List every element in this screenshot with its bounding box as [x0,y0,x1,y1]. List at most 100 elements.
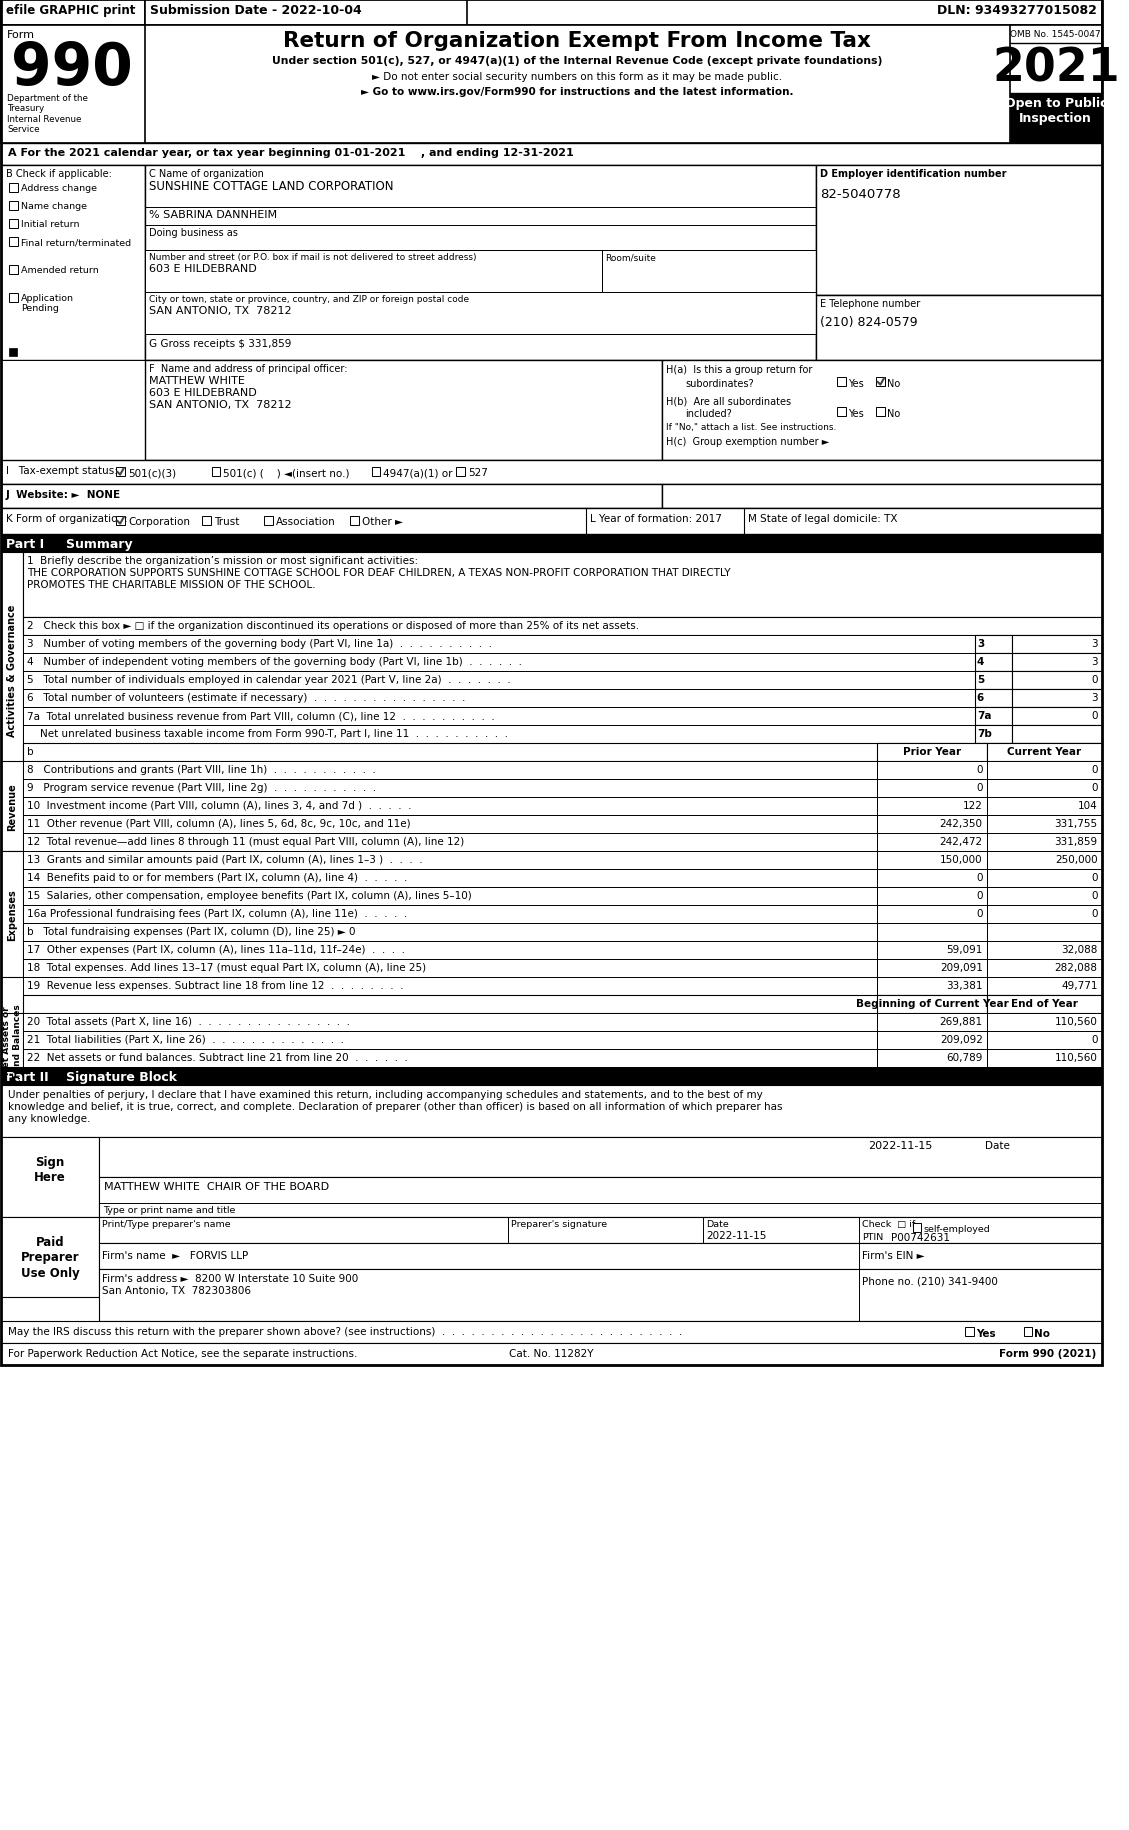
Text: 990: 990 [11,40,133,97]
Bar [1010,93,1102,145]
Text: B Check if applicable:: B Check if applicable: [6,168,112,179]
Bar [202,516,211,525]
Bar [23,833,877,851]
Text: L Year of formation: 2017: L Year of formation: 2017 [589,514,721,523]
Text: 20  Total assets (Part X, line 16)  .  .  .  .  .  .  .  .  .  .  .  .  .  .  . : 20 Total assets (Part X, line 16) . . . … [27,1016,350,1027]
Bar [23,924,877,941]
Text: 501(c) (    ) ◄(insert no.): 501(c) ( ) ◄(insert no.) [224,468,350,478]
Text: PROMOTES THE CHARITABLE MISSION OF THE SCHOOL.: PROMOTES THE CHARITABLE MISSION OF THE S… [27,580,316,589]
Bar [146,251,602,293]
Text: Net Assets or
Fund Balances: Net Assets or Fund Balances [2,1003,21,1078]
Text: Open to Public
Inspection: Open to Public Inspection [1005,97,1108,124]
Text: 9   Program service revenue (Part VIII, line 2g)  .  .  .  .  .  .  .  .  .  .  : 9 Program service revenue (Part VIII, li… [27,783,377,792]
Text: Cat. No. 11282Y: Cat. No. 11282Y [509,1349,593,1358]
Text: H(c)  Group exemption number ►: H(c) Group exemption number ► [666,437,829,447]
Text: subordinates?: subordinates? [685,379,754,388]
Bar [1,461,1102,485]
Bar [1,0,146,26]
Bar [987,924,1102,941]
Text: H(b)  Are all subordinates: H(b) Are all subordinates [666,395,791,406]
Text: 3   Number of voting members of the governing body (Part VI, line 1a)  .  .  .  : 3 Number of voting members of the govern… [27,639,492,648]
Bar [1,553,23,787]
Bar [146,0,467,26]
Text: 5: 5 [977,675,984,684]
Text: 3: 3 [977,639,984,648]
Text: ► Do not enter social security numbers on this form as it may be made public.: ► Do not enter social security numbers o… [373,71,782,82]
Text: 331,859: 331,859 [1054,836,1097,847]
Text: If "No," attach a list. See instructions.: If "No," attach a list. See instructions… [666,423,837,432]
Bar [1,1014,23,1067]
Text: Date: Date [706,1219,728,1228]
Text: 10  Investment income (Part VIII, column (A), lines 3, 4, and 7d )  .  .  .  .  : 10 Investment income (Part VIII, column … [27,800,412,811]
Text: Part I     Summary: Part I Summary [6,538,133,551]
Bar [975,690,1012,708]
Text: PTIN: PTIN [861,1232,883,1241]
Text: 269,881: 269,881 [939,1016,982,1027]
Text: 60,789: 60,789 [946,1052,982,1063]
Text: J  Website: ►  NONE: J Website: ► NONE [6,490,121,500]
Bar [98,1217,1102,1243]
Text: Yes: Yes [848,379,864,388]
Text: End of Year: End of Year [1010,999,1077,1008]
Bar [975,708,1012,727]
Text: % SABRINA DANNHEIM: % SABRINA DANNHEIM [149,210,278,220]
Text: Room/suite: Room/suite [605,253,656,262]
Bar [1012,672,1102,690]
Text: 282,088: 282,088 [1054,963,1097,972]
Text: 18  Total expenses. Add lines 13–17 (must equal Part IX, column (A), line 25): 18 Total expenses. Add lines 13–17 (must… [27,963,427,972]
Text: 2022-11-15: 2022-11-15 [868,1140,933,1151]
Bar [116,516,125,525]
Text: P00742631: P00742631 [891,1232,951,1243]
Bar [987,996,1102,1014]
Text: G Gross receipts $ 331,859: G Gross receipts $ 331,859 [149,339,291,350]
Text: b: b [27,747,34,756]
Text: Beginning of Current Year: Beginning of Current Year [856,999,1008,1008]
Bar [98,1243,1102,1270]
Text: included?: included? [685,408,733,419]
Text: 110,560: 110,560 [1054,1016,1097,1027]
Bar [1012,635,1102,653]
Text: OMB No. 1545-0047: OMB No. 1545-0047 [1010,29,1101,38]
Bar [975,672,1012,690]
Text: H(a)  Is this a group return for: H(a) Is this a group return for [666,364,812,375]
Bar [877,1032,987,1049]
Text: 4   Number of independent voting members of the governing body (Part VI, line 1b: 4 Number of independent voting members o… [27,657,523,666]
Text: 0: 0 [1092,783,1097,792]
Bar [602,251,816,293]
Text: 150,000: 150,000 [940,855,982,864]
Text: 0: 0 [1092,908,1097,919]
Text: 4: 4 [977,657,984,666]
Text: San Antonio, TX  782303806: San Antonio, TX 782303806 [102,1285,251,1296]
Bar [987,906,1102,924]
Bar [23,1049,877,1067]
Text: 104: 104 [1078,800,1097,811]
Text: 209,092: 209,092 [939,1034,982,1045]
Text: May the IRS discuss this return with the preparer shown above? (see instructions: May the IRS discuss this return with the… [8,1327,682,1336]
Text: 33,381: 33,381 [946,981,982,990]
Text: 2021: 2021 [992,46,1120,92]
Text: any knowledge.: any knowledge. [8,1113,90,1124]
Bar [146,167,816,361]
Bar [1012,653,1102,672]
Bar [9,201,18,210]
Text: 13  Grants and similar amounts paid (Part IX, column (A), lines 1–3 )  .  .  .  : 13 Grants and similar amounts paid (Part… [27,855,423,864]
Bar [877,1049,987,1067]
Text: 7b: 7b [977,728,991,739]
Text: 82-5040778: 82-5040778 [820,188,901,201]
Text: F  Name and address of principal officer:: F Name and address of principal officer: [149,364,348,373]
Bar [987,869,1102,888]
Bar [877,780,987,798]
Text: Activities & Governance: Activities & Governance [7,604,17,736]
Bar [23,977,877,996]
Text: 331,755: 331,755 [1054,818,1097,829]
Bar [23,906,877,924]
Text: 17  Other expenses (Part IX, column (A), lines 11a–11d, 11f–24e)  .  .  .  .: 17 Other expenses (Part IX, column (A), … [27,944,405,955]
Text: Firm's address ►  8200 W Interstate 10 Suite 900: Firm's address ► 8200 W Interstate 10 Su… [102,1274,358,1283]
Bar [23,553,1102,619]
Text: 0: 0 [1092,873,1097,882]
Text: 0: 0 [977,873,982,882]
Bar [975,727,1012,743]
Bar [975,653,1012,672]
Text: DLN: 93493277015082: DLN: 93493277015082 [937,4,1096,16]
Bar [987,888,1102,906]
